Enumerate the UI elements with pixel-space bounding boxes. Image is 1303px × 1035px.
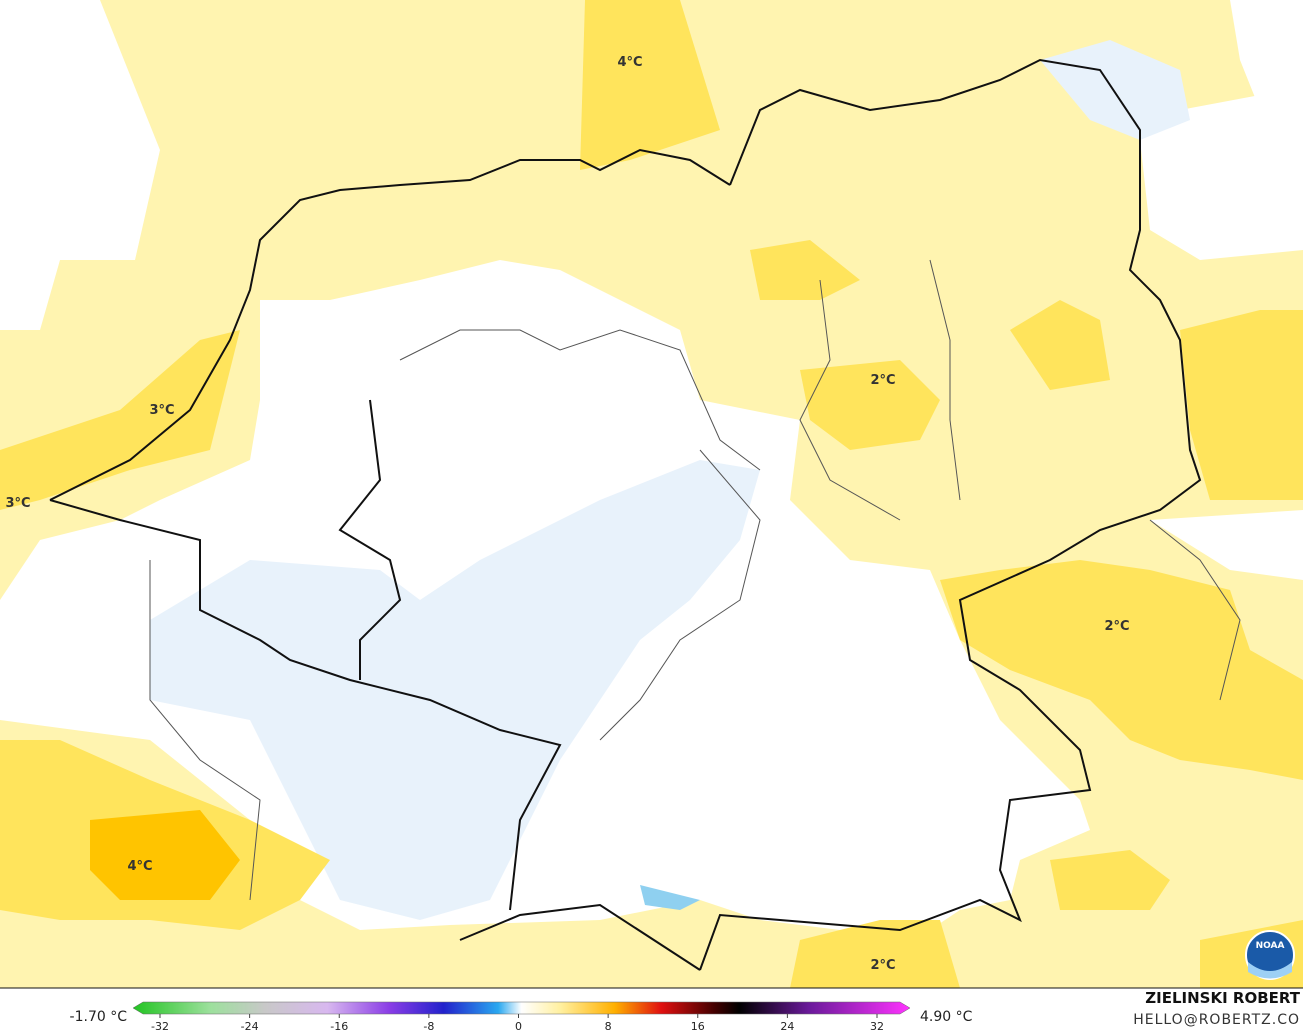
field-warm <box>800 360 940 450</box>
coastline <box>49 58 1202 971</box>
field-warm <box>580 0 720 170</box>
field-white <box>1140 90 1303 260</box>
colorbar-tick-label: -32 <box>151 1020 169 1033</box>
credit-name: ZIELINSKI ROBERT <box>1145 989 1300 1007</box>
colorbar-tick-label: -16 <box>330 1020 348 1033</box>
colorbar-tick-label: 32 <box>870 1020 884 1033</box>
contour-label: 2°C <box>870 958 895 973</box>
colorbar <box>132 1001 911 1015</box>
contour-label: 3°C <box>5 496 30 511</box>
colorbar-tick-label: 0 <box>515 1020 522 1033</box>
contour-label: 3°C <box>149 403 174 418</box>
logo-text: NOAA <box>1256 941 1285 951</box>
field-white <box>1230 0 1303 110</box>
colorbar-tick-label: 16 <box>691 1020 705 1033</box>
credit-contact: HELLO@ROBERTZ.CO <box>1133 1012 1300 1028</box>
contour-label: 2°C <box>870 373 895 388</box>
colorbar-tick-label: -8 <box>423 1020 434 1033</box>
contour-label: 2°C <box>1104 619 1129 634</box>
field-white <box>0 0 160 330</box>
field-warm <box>0 330 240 510</box>
colorbar-max: 4.90 °C <box>920 1009 973 1025</box>
field-warm <box>940 560 1303 780</box>
colorbar-tick-label: 8 <box>605 1020 612 1033</box>
field-white <box>1150 510 1303 580</box>
logo <box>1245 930 1295 980</box>
field-hot <box>90 810 240 900</box>
field-cold <box>1040 40 1190 140</box>
field-cold <box>640 885 700 910</box>
colorbar-tick-label: 24 <box>780 1020 794 1033</box>
logo-wave <box>1248 962 1292 979</box>
region-borders <box>149 259 1241 901</box>
field-warm <box>1010 300 1110 390</box>
field-warm <box>1050 850 1170 910</box>
contour-label: 4°C <box>127 859 152 874</box>
colorbar-min: -1.70 °C <box>70 1009 128 1025</box>
field-cold <box>150 460 760 920</box>
contour-label: 4°C <box>617 55 642 70</box>
colorbar-tick-label: -24 <box>241 1020 259 1033</box>
field-warm <box>1180 310 1303 500</box>
field-warm <box>790 920 960 988</box>
field-warm <box>750 240 860 300</box>
